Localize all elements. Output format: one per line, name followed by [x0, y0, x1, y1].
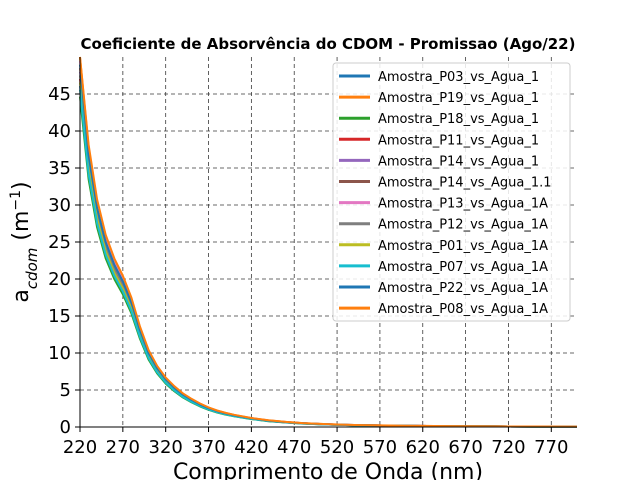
legend-label: Amostra_P19_vs_Agua_1	[378, 91, 539, 106]
x-tick-label: 420	[234, 437, 268, 458]
x-tick-label: 620	[406, 437, 440, 458]
y-tick-label: 10	[48, 343, 71, 364]
y-tick-label: 5	[60, 380, 71, 401]
x-tick-label: 670	[448, 437, 482, 458]
y-tick-label: 20	[48, 269, 71, 290]
x-tick-label: 470	[277, 437, 311, 458]
x-tick-label: 520	[320, 437, 354, 458]
legend: Amostra_P03_vs_Agua_1 Amostra_P19_vs_Agua…	[332, 62, 571, 322]
x-ticks: 220 270 320 370 420 470 520 570 620 670 720 770	[63, 427, 568, 458]
legend-label: Amostra_P01_vs_Agua_1A	[378, 239, 548, 254]
x-tick-label: 720	[491, 437, 525, 458]
x-tick-label: 220	[63, 437, 97, 458]
y-axis-label: acdom (m−1)	[8, 181, 41, 302]
legend-box	[332, 62, 571, 322]
y-axis-label-sup: −1	[8, 190, 24, 211]
y-axis-label-base: a	[9, 289, 34, 302]
chart-title: Coeficiente de Absorvência do CDOM - Pro…	[81, 35, 576, 53]
legend-label: Amostra_P14_vs_Agua_1.1	[378, 176, 552, 191]
y-tick-label: 35	[48, 158, 71, 179]
y-ticks: 0 5 10 15 20 25 30 35 40 45	[48, 84, 80, 438]
y-tick-label: 30	[48, 195, 71, 216]
y-tick-label: 15	[48, 306, 71, 327]
legend-label: Amostra_P12_vs_Agua_1A	[378, 218, 548, 233]
legend-label: Amostra_P18_vs_Agua_1	[378, 112, 539, 127]
x-tick-label: 770	[534, 437, 568, 458]
y-tick-label: 40	[48, 121, 71, 142]
x-tick-label: 570	[363, 437, 397, 458]
y-tick-label: 45	[48, 84, 71, 105]
y-axis-label-close: )	[9, 181, 34, 190]
legend-label: Amostra_P22_vs_Agua_1A	[378, 281, 548, 296]
legend-label: Amostra_P08_vs_Agua_1A	[378, 302, 548, 317]
x-tick-label: 270	[106, 437, 140, 458]
legend-label: Amostra_P14_vs_Agua_1	[378, 154, 539, 169]
x-tick-label: 320	[149, 437, 183, 458]
y-axis-label-sub: cdom	[23, 248, 41, 290]
legend-label: Amostra_P13_vs_Agua_1A	[378, 197, 548, 212]
x-tick-label: 370	[191, 437, 225, 458]
y-tick-label: 0	[60, 417, 71, 438]
x-axis-label: Comprimento de Onda (nm)	[173, 460, 483, 480]
y-axis-label-open: (m	[9, 211, 34, 248]
series-lines	[79, 56, 578, 428]
legend-label: Amostra_P03_vs_Agua_1	[378, 70, 539, 85]
series-line	[79, 56, 578, 428]
legend-label: Amostra_P07_vs_Agua_1A	[378, 260, 548, 275]
legend-label: Amostra_P11_vs_Agua_1	[378, 133, 539, 148]
y-tick-label: 25	[48, 232, 71, 253]
